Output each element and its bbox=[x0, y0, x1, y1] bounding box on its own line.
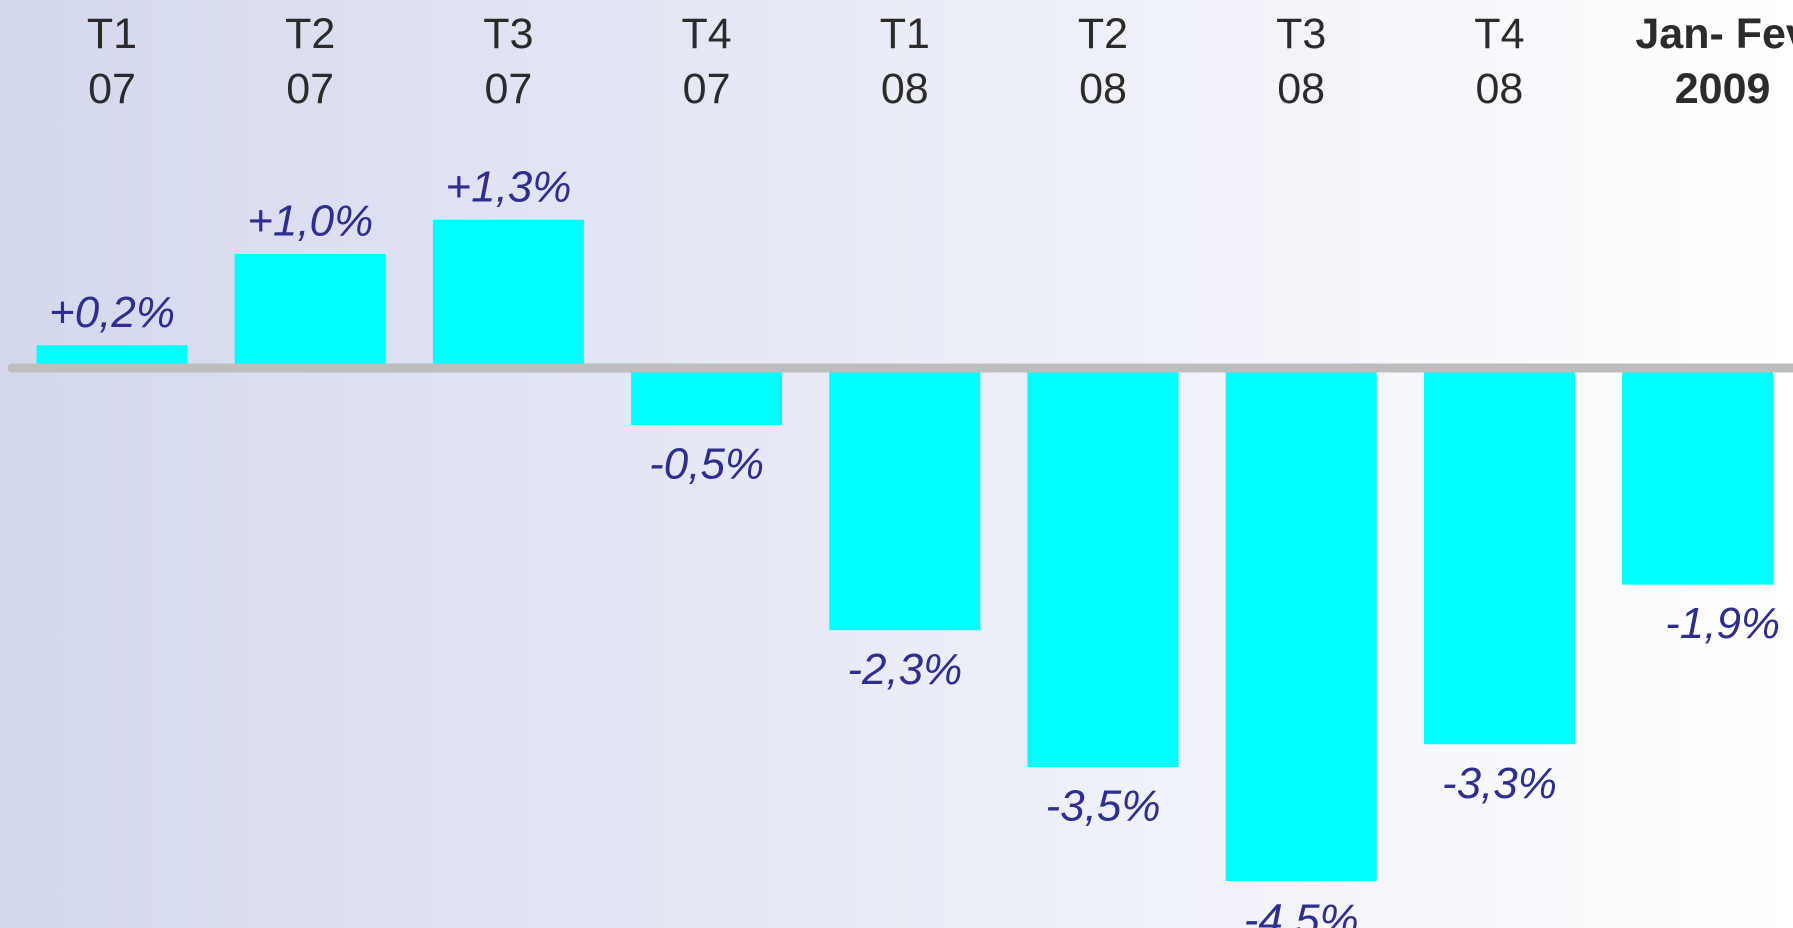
x-tick-label: Jan- Fev 2009 bbox=[1635, 10, 1793, 113]
bar bbox=[631, 368, 783, 425]
bar bbox=[36, 345, 188, 368]
bar bbox=[1225, 368, 1377, 881]
value-label: +0,2% bbox=[49, 288, 175, 337]
x-tick-label: T4 08 bbox=[1474, 10, 1524, 113]
bar bbox=[234, 254, 386, 368]
x-tick-label: T1 07 bbox=[87, 10, 137, 113]
x-tick-label: T4 07 bbox=[682, 10, 732, 113]
value-label: +1,3% bbox=[445, 162, 571, 211]
x-tick-label: T2 07 bbox=[285, 10, 335, 113]
x-tick-label: T1 08 bbox=[880, 10, 930, 113]
value-label: -4,5% bbox=[1244, 896, 1359, 928]
value-label: -3,3% bbox=[1442, 759, 1557, 808]
value-label: -3,5% bbox=[1046, 782, 1161, 831]
value-label: -0,5% bbox=[649, 440, 764, 489]
x-tick-label: T3 08 bbox=[1276, 10, 1326, 113]
x-tick-label: T2 08 bbox=[1078, 10, 1128, 113]
bar bbox=[1423, 368, 1575, 745]
value-label: +1,0% bbox=[247, 197, 373, 246]
bar bbox=[829, 368, 981, 631]
value-label: -1,9% bbox=[1665, 599, 1780, 648]
bar bbox=[432, 219, 584, 368]
value-label: -2,3% bbox=[847, 645, 962, 694]
bar bbox=[1622, 368, 1774, 585]
x-tick-label: T3 07 bbox=[483, 10, 533, 113]
bar bbox=[1027, 368, 1179, 767]
